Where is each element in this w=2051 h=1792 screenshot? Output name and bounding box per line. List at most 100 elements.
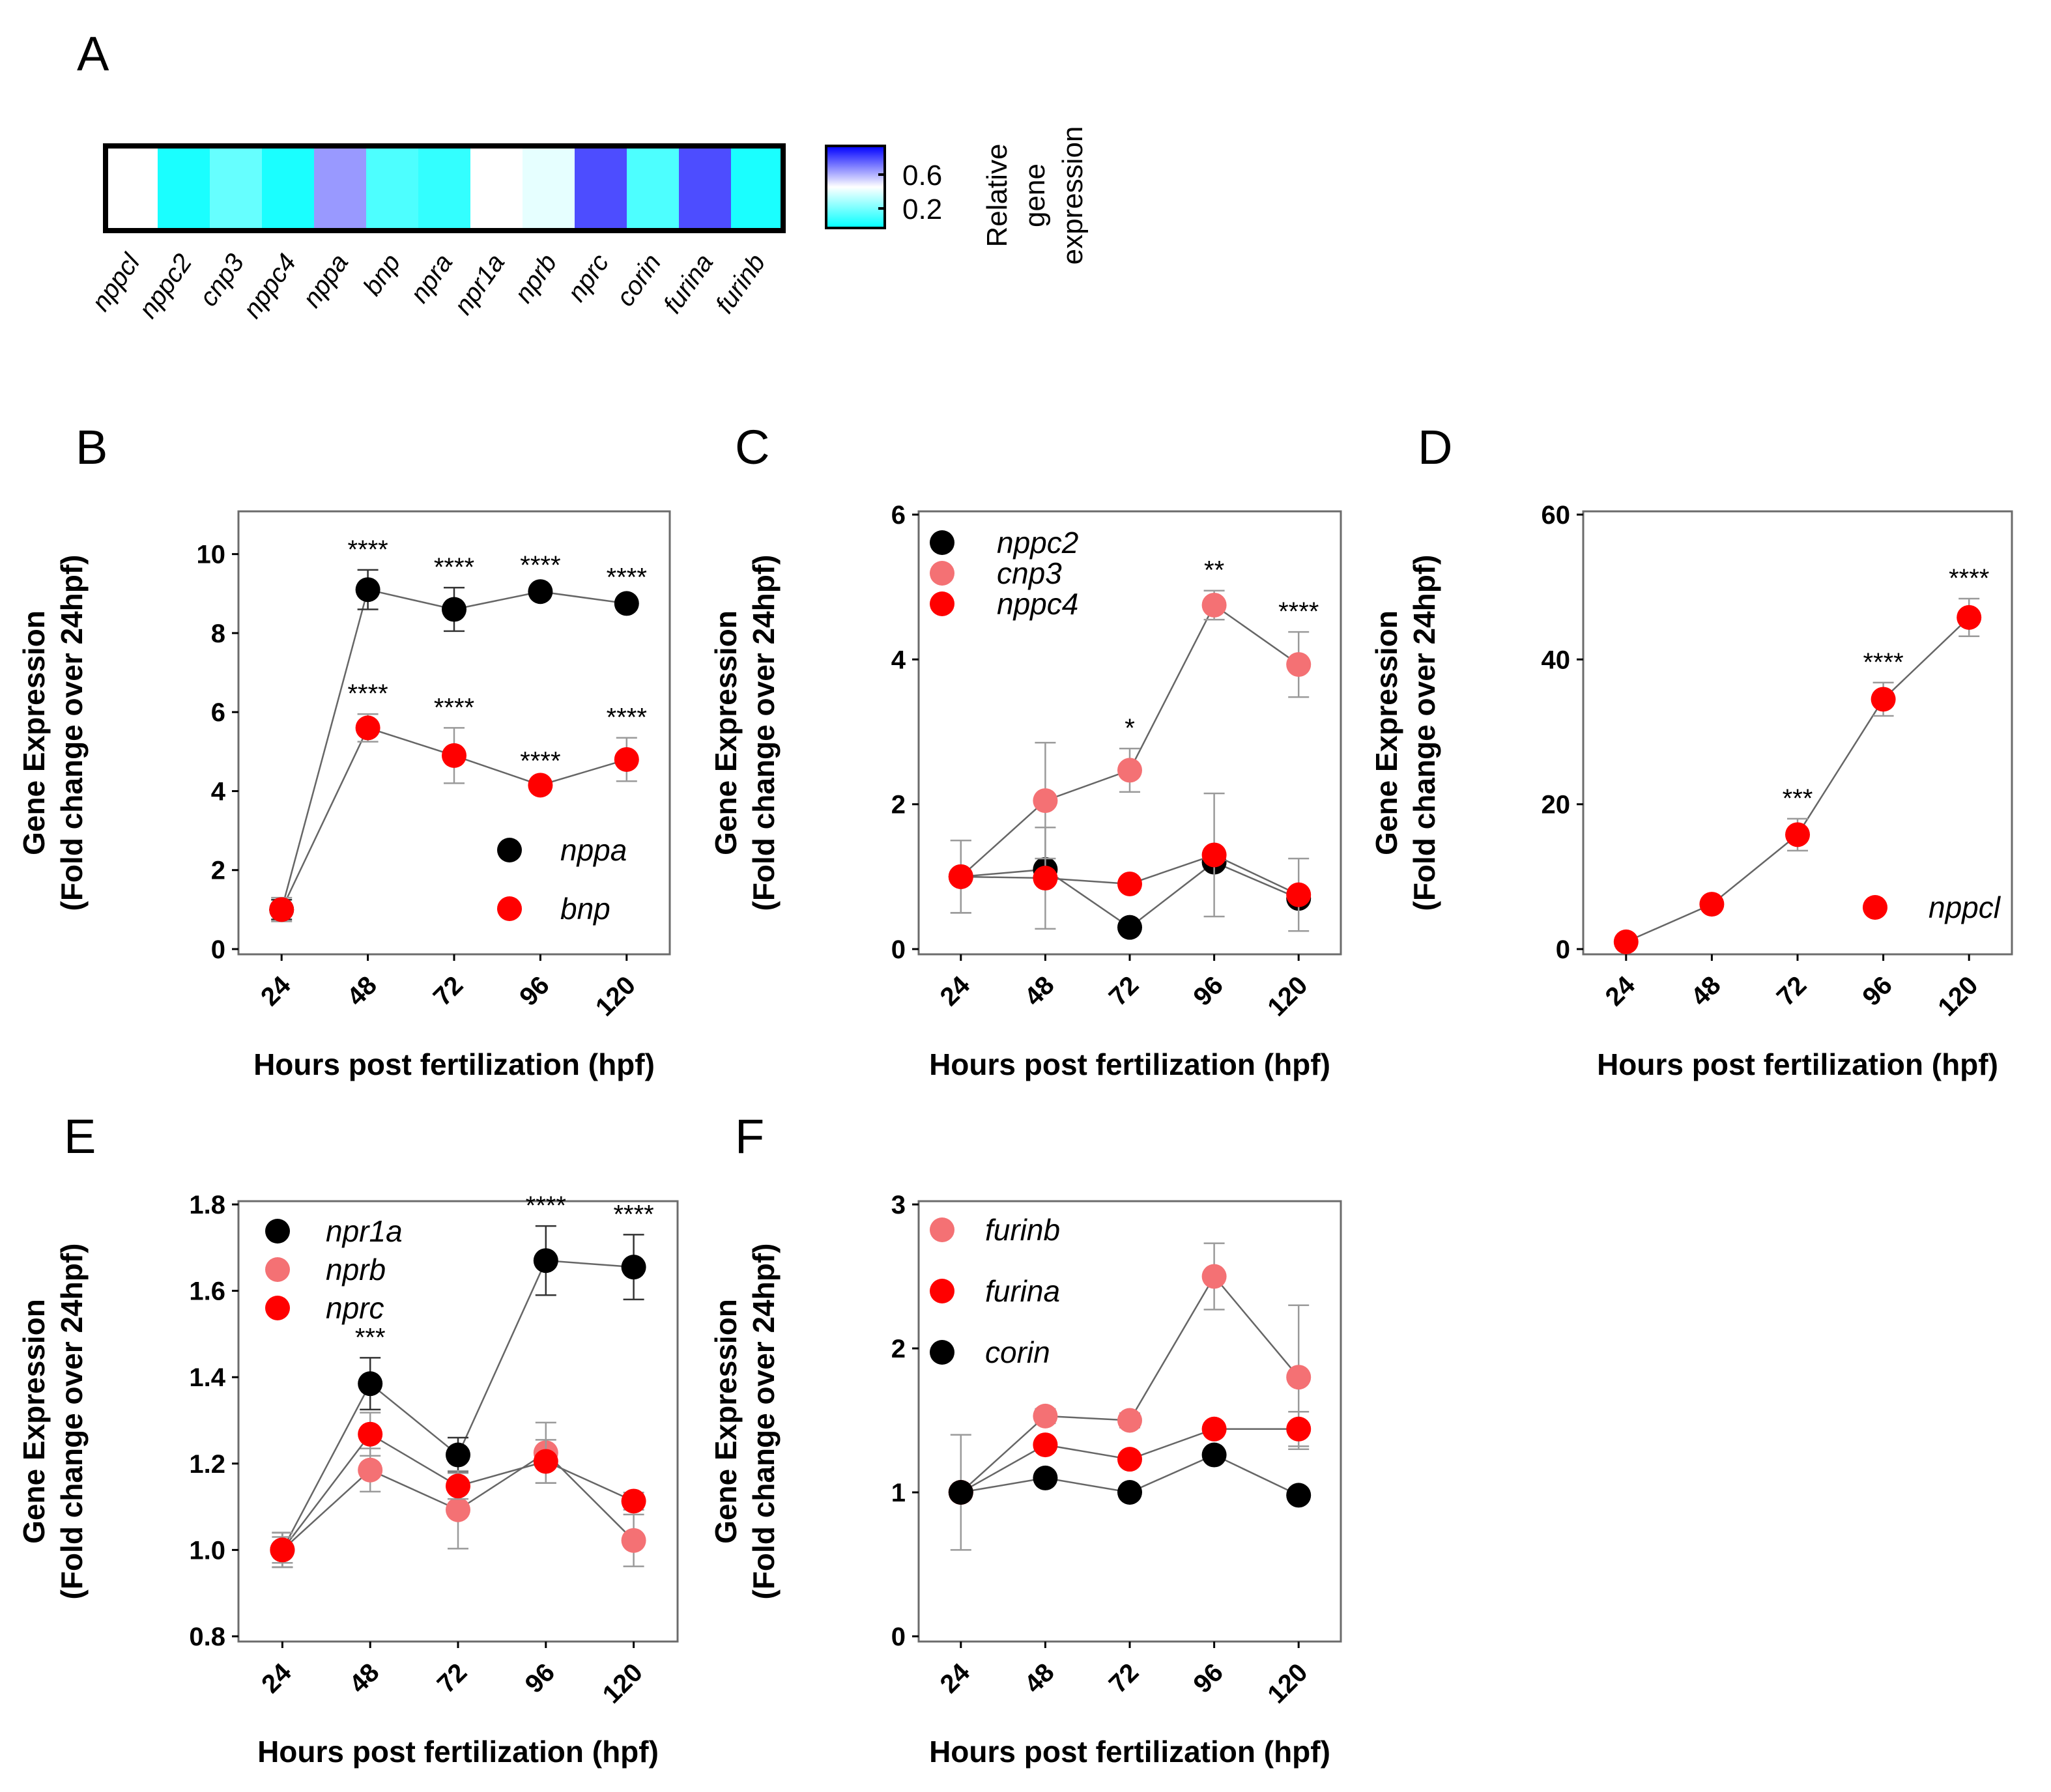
data-point — [1201, 1416, 1227, 1442]
legend-label-furina: furina — [985, 1274, 1060, 1308]
panel-letter: E — [64, 1109, 96, 1163]
heatmap-border — [103, 143, 786, 233]
y-axis-title-line: Gene Expression — [17, 1299, 51, 1544]
data-point — [1699, 892, 1725, 917]
series-bnp: **** **** **** **** — [269, 679, 647, 922]
y-tick-label: 1.2 — [189, 1450, 225, 1479]
data-point — [621, 1528, 646, 1553]
x-axis-title: Hours post fertilization (hpf) — [1597, 1047, 1998, 1081]
significance-marker: **** — [607, 704, 647, 732]
heatmap-gene-label-nprb: nprb — [509, 249, 562, 308]
significance-marker: *** — [1783, 784, 1813, 813]
data-point — [1957, 604, 1982, 630]
data-point — [446, 1442, 470, 1468]
data-point — [1201, 1264, 1227, 1289]
significance-marker: **** — [526, 1191, 566, 1220]
data-point — [1117, 1480, 1142, 1505]
panel-letter: F — [735, 1109, 764, 1163]
legend-marker-furina — [930, 1279, 954, 1303]
y-tick-label: 1.0 — [189, 1536, 225, 1565]
heatmap-cell-furinb — [731, 146, 783, 231]
data-point — [1117, 915, 1142, 940]
x-tick-label: 96 — [1857, 971, 1898, 1012]
legend-marker-bnp — [497, 896, 522, 921]
x-tick-label: 96 — [520, 1658, 561, 1699]
data-point — [355, 577, 380, 603]
legend-label-nppcl: nppcl — [1929, 890, 2001, 924]
y-axis-title-line: (Fold change over 24hpf) — [55, 555, 89, 911]
data-point — [446, 1473, 470, 1499]
significance-marker: **** — [520, 551, 560, 580]
x-tick-label: 24 — [255, 971, 296, 1012]
y-axis-title-line: (Fold change over 24hpf) — [55, 1244, 89, 1600]
data-point — [1033, 1403, 1058, 1429]
x-tick-label: 120 — [1932, 971, 1983, 1021]
data-point — [1613, 929, 1639, 954]
data-point — [442, 597, 466, 622]
data-point — [1286, 1416, 1312, 1442]
chart-panel-e: E 0.8 1.0 1.2 1.4 1.6 1.8 24 48 72 96 120 Hours post… — [17, 1109, 679, 1769]
significance-marker: ** — [1204, 556, 1224, 585]
panel-letter: C — [735, 420, 769, 474]
colorbar-title-line: gene — [1019, 164, 1051, 227]
data-point — [1201, 1442, 1227, 1468]
legend-label-npr1a: npr1a — [326, 1214, 403, 1248]
y-tick-label: 2 — [891, 1335, 906, 1363]
x-tick-label: 96 — [1188, 1658, 1229, 1699]
x-axis-title: Hours post fertilization (hpf) — [929, 1047, 1330, 1081]
legend: npr1a nprb nprc — [265, 1214, 403, 1325]
data-point — [1033, 1465, 1058, 1490]
heatmap-gene-label-nprc: nprc — [562, 249, 615, 307]
data-point — [528, 579, 553, 604]
legend-marker-nppa — [497, 838, 522, 862]
heatmap-cell-nppc2 — [158, 146, 210, 231]
data-point — [270, 1537, 295, 1563]
legend-marker-corin — [930, 1340, 954, 1365]
data-point — [621, 1488, 646, 1514]
data-point — [1117, 1447, 1142, 1472]
x-tick-label: 48 — [341, 971, 382, 1012]
heatmap-cell-nppcl — [106, 146, 158, 231]
y-tick-label: 4 — [211, 777, 226, 806]
y-tick-label: 3 — [891, 1191, 906, 1219]
significance-marker: **** — [1278, 597, 1319, 626]
heatmap-cell-nprb — [523, 146, 575, 231]
legend-label-cnp3: cnp3 — [997, 556, 1062, 590]
x-tick-label: 72 — [1104, 1658, 1145, 1699]
y-tick-label: 20 — [1542, 791, 1571, 819]
x-tick-label: 72 — [1104, 971, 1145, 1012]
significance-marker: *** — [355, 1323, 386, 1352]
series-nppc4 — [948, 792, 1312, 932]
significance-marker: **** — [347, 679, 388, 708]
legend-label-corin: corin — [985, 1335, 1050, 1369]
data-point — [1871, 687, 1896, 712]
data-point — [358, 1421, 383, 1447]
x-axis-title: Hours post fertilization (hpf) — [257, 1735, 659, 1769]
y-tick-label: 0.8 — [189, 1623, 225, 1651]
chart-panel-d: D 0 20 40 60 24 48 72 96 120 Hours post fertilizat… — [1370, 420, 2013, 1081]
legend: furinb furina corin — [930, 1213, 1060, 1369]
legend-label-bnp: bnp — [560, 892, 610, 926]
significance-marker: **** — [347, 535, 388, 564]
y-tick-label: 0 — [891, 935, 906, 964]
heatmap-cell-nppa — [314, 146, 366, 231]
y-tick-label: 8 — [211, 619, 225, 648]
x-tick-label: 120 — [1262, 1658, 1313, 1709]
data-point — [621, 1255, 646, 1280]
x-tick-label: 48 — [1019, 971, 1060, 1012]
data-point — [1785, 822, 1810, 847]
data-point — [1201, 592, 1227, 618]
x-tick-label: 72 — [432, 1658, 473, 1699]
data-point — [1286, 882, 1312, 907]
data-point — [1033, 788, 1058, 814]
y-axis-title-line: Gene Expression — [709, 610, 743, 855]
legend-marker-furinb — [930, 1217, 954, 1242]
x-tick-label: 72 — [1771, 971, 1813, 1012]
panel-letter: D — [1418, 420, 1452, 474]
significance-marker: **** — [520, 747, 560, 775]
legend-label-nppc4: nppc4 — [997, 587, 1078, 621]
series-line — [1626, 616, 1970, 943]
data-point — [533, 1449, 558, 1474]
